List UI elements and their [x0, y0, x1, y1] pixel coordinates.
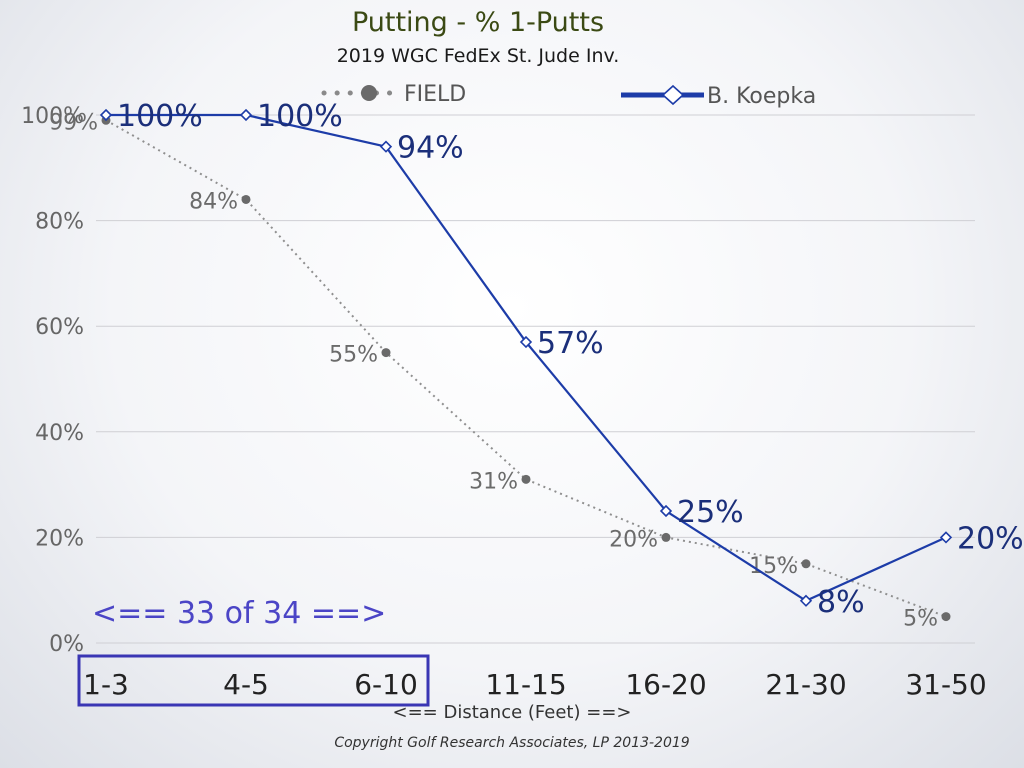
series-line-koepka — [106, 113, 947, 603]
koepka-data-label: 25% — [677, 495, 744, 530]
koepka-point — [379, 140, 393, 153]
y-tick-label: 100% — [21, 104, 84, 129]
field-point — [661, 532, 671, 542]
legend: FIELD B. Koepka — [321, 82, 816, 109]
field-data-label: 15% — [749, 554, 798, 579]
field-point — [241, 194, 251, 204]
legend-koepka-marker — [661, 84, 685, 106]
y-axis: 0% 20% 40% 60% 80% 100% — [21, 104, 84, 657]
x-tick-label: 16-20 — [625, 668, 706, 701]
grid — [96, 114, 975, 644]
field-data-label: 84% — [189, 189, 238, 214]
y-tick-label: 40% — [35, 421, 84, 446]
field-data-label: 31% — [469, 469, 518, 494]
field-data-label: 55% — [329, 343, 378, 368]
koepka-point — [99, 108, 113, 122]
koepka-point — [519, 335, 533, 349]
koepka-point — [659, 504, 673, 518]
field-point — [521, 474, 531, 484]
x-tick-label: 1-3 — [83, 668, 129, 701]
field-data-label: 20% — [609, 527, 658, 552]
koepka-point — [239, 108, 253, 122]
field-point — [801, 559, 811, 569]
koepka-point — [939, 531, 953, 544]
legend-field-label: FIELD — [404, 82, 466, 107]
copyright-text: Copyright Golf Research Associates, LP 2… — [334, 735, 689, 751]
x-tick-label: 31-50 — [905, 668, 986, 701]
x-tick-label: 4-5 — [223, 668, 269, 701]
legend-field-marker — [361, 85, 377, 101]
rank-annotation: <== 33 of 34 ==> — [92, 596, 386, 631]
y-tick-label: 20% — [35, 526, 84, 551]
field-data-label: 99% — [49, 110, 98, 135]
koepka-data-label: 100% — [257, 99, 343, 134]
chart-title: Putting - % 1-Putts — [352, 7, 604, 38]
x-axis: 1-3 4-5 6-10 11-15 16-20 21-30 31-50 — [83, 668, 987, 701]
x-axis-label: <== Distance (Feet) ==> — [393, 702, 632, 723]
y-tick-label: 0% — [49, 632, 84, 657]
field-data-label: 5% — [903, 607, 938, 632]
koepka-data-label: 20% — [957, 521, 1024, 556]
koepka-point — [799, 594, 813, 607]
x-tick-label: 11-15 — [485, 668, 566, 701]
rank-box — [77, 654, 430, 707]
chart-subtitle: 2019 WGC FedEx St. Jude Inv. — [337, 45, 620, 67]
koepka-data-label: 94% — [397, 131, 464, 166]
y-tick-label: 80% — [35, 210, 84, 235]
field-point — [941, 612, 951, 622]
series-koepka: 100% 100% 94% 57% 25% 8% 20% — [99, 99, 1024, 620]
series-field: 99% 84% 55% 31% 20% 15% 5% — [49, 110, 951, 632]
y-tick-label: 60% — [35, 315, 84, 340]
x-tick-label: 6-10 — [354, 668, 418, 701]
x-tick-label: 21-30 — [765, 668, 846, 701]
koepka-data-label: 57% — [537, 326, 604, 361]
field-point — [381, 348, 391, 358]
koepka-data-label: 100% — [117, 99, 203, 134]
koepka-data-label: 8% — [817, 585, 865, 620]
legend-koepka-label: B. Koepka — [707, 84, 816, 109]
